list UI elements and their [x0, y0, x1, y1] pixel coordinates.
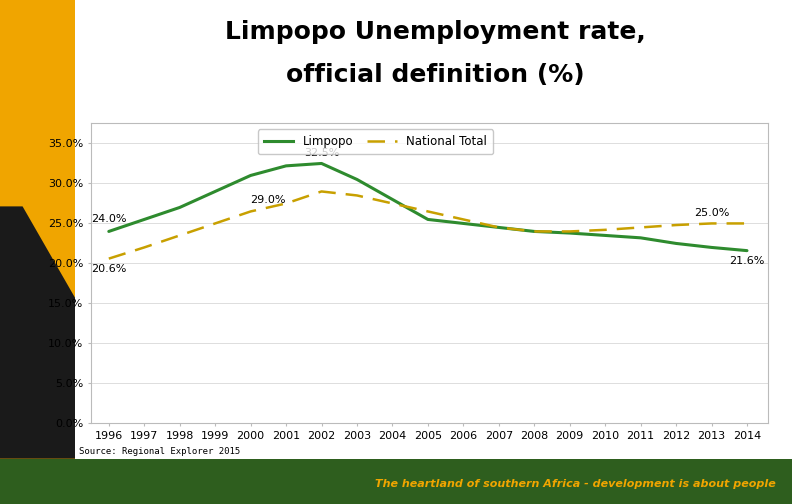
Text: The heartland of southern Africa - development is about people: The heartland of southern Africa - devel…: [375, 479, 776, 488]
Text: official definition (%): official definition (%): [286, 63, 585, 87]
Legend: Limpopo, National Total: Limpopo, National Total: [257, 130, 493, 154]
Text: 21.6%: 21.6%: [729, 256, 764, 266]
Polygon shape: [0, 207, 75, 459]
Limpopo: [175, 205, 185, 211]
National Total: [423, 209, 432, 215]
Limpopo: [281, 163, 291, 169]
National Total: [104, 256, 113, 262]
National Total: [672, 222, 681, 228]
Limpopo: [246, 172, 255, 178]
Line: National Total: National Total: [109, 192, 747, 259]
National Total: [246, 209, 255, 215]
National Total: [600, 227, 610, 233]
Text: 29.0%: 29.0%: [250, 196, 286, 206]
Limpopo: [211, 188, 220, 195]
Limpopo: [104, 228, 113, 234]
Line: Limpopo: Limpopo: [109, 163, 747, 250]
National Total: [139, 244, 149, 250]
Limpopo: [742, 247, 752, 254]
National Total: [211, 220, 220, 226]
Limpopo: [530, 228, 539, 234]
Limpopo: [387, 197, 397, 203]
National Total: [317, 188, 326, 195]
Text: 25.0%: 25.0%: [694, 208, 729, 218]
Limpopo: [672, 240, 681, 246]
Limpopo: [565, 230, 574, 236]
Text: Source: Regional Explorer 2015: Source: Regional Explorer 2015: [79, 447, 241, 456]
National Total: [636, 224, 645, 230]
Limpopo: [636, 235, 645, 241]
National Total: [530, 228, 539, 234]
Text: Limpopo Unemployment rate,: Limpopo Unemployment rate,: [225, 20, 646, 44]
Limpopo: [459, 220, 468, 226]
Limpopo: [706, 244, 716, 250]
National Total: [706, 220, 716, 226]
National Total: [387, 201, 397, 207]
Limpopo: [352, 176, 362, 182]
National Total: [565, 228, 574, 234]
Limpopo: [600, 232, 610, 238]
Text: 20.6%: 20.6%: [91, 264, 127, 274]
National Total: [742, 220, 752, 226]
Text: 24.0%: 24.0%: [91, 214, 127, 224]
Limpopo: [317, 160, 326, 166]
National Total: [281, 201, 291, 207]
Text: 32.5%: 32.5%: [304, 148, 339, 158]
National Total: [459, 216, 468, 222]
National Total: [175, 232, 185, 238]
Limpopo: [494, 224, 504, 230]
National Total: [352, 193, 362, 199]
Limpopo: [139, 216, 149, 222]
National Total: [494, 224, 504, 230]
Limpopo: [423, 216, 432, 222]
